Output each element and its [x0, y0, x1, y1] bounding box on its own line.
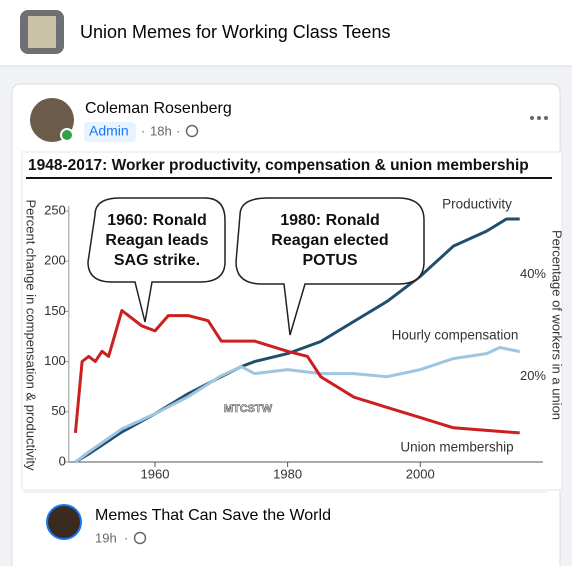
annotation-line: Reagan leads: [105, 232, 208, 249]
series-label: Hourly compensation: [392, 328, 519, 343]
series-line: [73, 309, 520, 435]
group-icon-art: [28, 16, 56, 48]
more-button[interactable]: [530, 116, 548, 120]
separator: ·: [176, 123, 180, 138]
page-avatar[interactable]: [46, 504, 82, 540]
annotation-line: POTUS: [302, 252, 357, 269]
annotation-line: 1980: Ronald: [280, 212, 380, 229]
online-dot: [60, 128, 74, 142]
post-time[interactable]: 18h: [150, 123, 172, 138]
audience-icon: [185, 124, 199, 138]
y-tick-label: 100: [44, 353, 66, 368]
role: Admin: [89, 123, 129, 139]
watermark: MTCSTW: [224, 403, 273, 415]
author-name[interactable]: Coleman Rosenberg: [85, 100, 232, 117]
separator: ·: [141, 123, 145, 138]
annotation-line: Reagan elected: [271, 232, 388, 249]
group-name[interactable]: Union Memes for Working Class Teens: [80, 22, 390, 42]
speech-bubble: [235, 197, 425, 336]
annotations: 1960: Ronald Reagan leads SAG strike. 1980:…: [105, 212, 388, 269]
y-tick-label: 50: [51, 403, 65, 418]
y-tick-label: 250: [44, 202, 66, 217]
x-tick-label: 1960: [141, 466, 170, 481]
series-line: [74, 346, 521, 464]
shared-time[interactable]: 19h: [95, 530, 117, 545]
plot: 0 50 100 150 200 250 1960 1980 2000 20% 40% MTCSTW P…: [44, 197, 546, 482]
series-label: Productivity: [442, 197, 512, 212]
separator: ·: [124, 530, 128, 545]
y2-axis-label: Percentage of workers in a union: [550, 230, 565, 420]
y2-tick-label: 20%: [520, 368, 546, 383]
y-axis-label: Percent change in compensation & product…: [24, 200, 39, 471]
role-badge: [84, 122, 136, 142]
series-label: Union membership: [400, 440, 513, 455]
annotation-line: SAG strike.: [114, 252, 200, 269]
annotation-line: 1960: Ronald: [107, 212, 207, 229]
y2-tick-label: 40%: [520, 266, 546, 281]
x-tick-label: 2000: [406, 466, 435, 481]
page-name[interactable]: Memes That Can Save the World: [95, 507, 331, 524]
y-tick-label: 0: [59, 453, 66, 468]
header-bar: [0, 0, 572, 66]
audience-icon: [133, 531, 147, 545]
speech-bubble: [87, 197, 226, 323]
y-tick-label: 200: [44, 253, 66, 268]
y-tick-label: 150: [44, 303, 66, 318]
x-tick-label: 1980: [273, 466, 302, 481]
chart-title: 1948-2017: Worker productivity, compensa…: [28, 157, 529, 174]
